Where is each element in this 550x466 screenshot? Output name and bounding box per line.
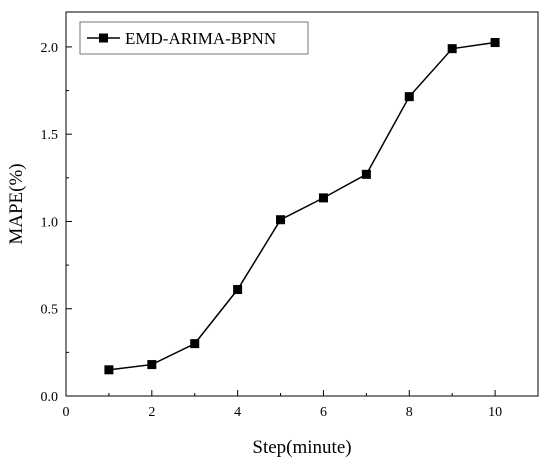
x-tick-label: 0 [63,405,70,420]
data-point-marker [404,92,414,102]
data-point-marker [190,339,200,349]
data-point-marker [318,193,328,203]
legend: EMD-ARIMA-BPNN [79,21,309,55]
x-axis-ticks: 0 2 4 6 8 10 [63,390,539,420]
data-point-marker [361,169,371,179]
x-tick-label: 4 [234,405,241,420]
x-axis-title: Step(minute) [252,437,351,458]
legend-label: EMD-ARIMA-BPNN [125,29,276,48]
y-tick-label: 1.0 [41,215,59,230]
data-point-marker [447,44,457,54]
series-line [108,41,496,371]
y-tick-label: 0.0 [41,390,59,405]
plot-area-frame [65,11,539,397]
y-tick-label: 2.0 [41,41,59,56]
data-point-marker [104,365,114,375]
legend-marker [99,33,108,43]
data-point-marker [233,285,243,295]
x-tick-label: 10 [488,405,502,420]
data-point-marker [276,215,286,225]
y-tick-label: 0.5 [41,303,59,318]
series-layer [104,38,500,375]
data-point-marker [147,360,157,370]
y-tick-label: 1.5 [41,128,59,143]
data-point-marker [490,38,500,48]
x-tick-label: 6 [320,405,327,420]
y-axis-title: MAPE(%) [6,163,27,244]
y-axis-ticks: 0.0 0.5 1.0 1.5 2.0 [41,41,72,405]
x-tick-label: 2 [148,405,155,420]
x-tick-label: 8 [406,405,413,420]
